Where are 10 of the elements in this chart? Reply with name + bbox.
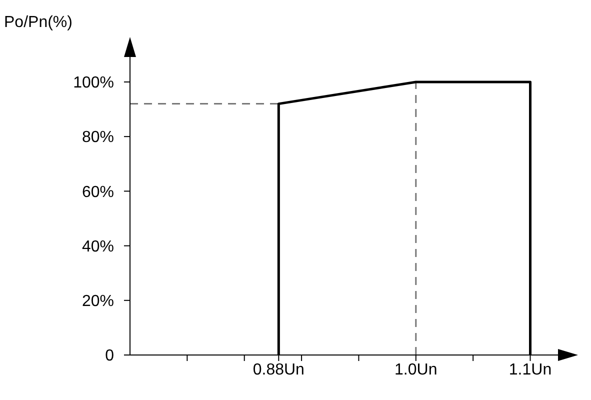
y-tick-label: 60% [82,184,114,201]
y-tick-label: 0 [105,348,114,365]
y-axis-title: Po/Pn(%) [4,14,72,32]
y-tick-label: 100% [73,74,114,92]
x-tick-label: 1.0Un [394,361,438,378]
y-tick-label: 40% [82,238,114,256]
y-tick-label: 20% [82,293,114,310]
x-tick-label: 0.88Un [252,361,304,378]
y-tick-label: 80% [82,129,114,146]
x-tick-label: 1.1Un [508,361,552,378]
